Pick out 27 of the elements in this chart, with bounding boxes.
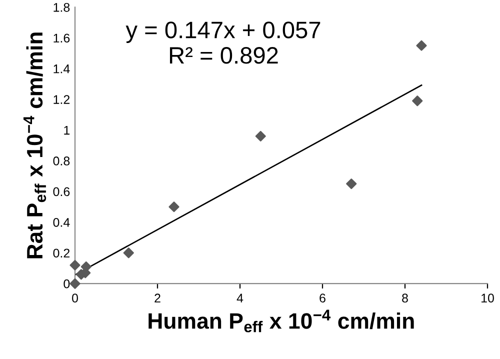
y-axis-title: Rat P$_{eff}$ x 10$^{−4}$ cm/min	[23, 32, 46, 258]
point	[416, 40, 427, 51]
y-tick-label: 1.8	[54, 2, 70, 12]
point	[412, 96, 423, 106]
x-axis-title: Human P$_{eff}$ x 10$^{−4}$ cm/min	[148, 310, 414, 332]
y-tick-label: 0.2	[53, 248, 70, 258]
point	[70, 278, 80, 289]
point	[168, 202, 180, 212]
point	[346, 178, 357, 190]
x-tick-label: 8	[402, 294, 408, 303]
point	[70, 260, 80, 270]
x-tick-label: 10	[482, 294, 494, 303]
point	[123, 248, 134, 258]
x-tick-label: 2	[154, 294, 160, 302]
y-tick-label: 1	[64, 126, 70, 135]
x-tick-label: 4	[236, 294, 244, 302]
y-tick-label: 0.4	[53, 218, 70, 227]
annotation: y = 0.147x + 0.057 R² = 0.892	[126, 22, 320, 64]
y-tick-label: 1.6	[54, 34, 70, 43]
x-tick-label: 6	[320, 294, 326, 303]
x-tick-label: 0	[72, 294, 78, 303]
y-tick-label: 0.8	[53, 156, 70, 166]
y-tick-label: 1.4	[54, 64, 70, 74]
point	[255, 130, 266, 142]
y-tick-label: 1.2	[54, 95, 70, 104]
y-tick-label: 0.6	[53, 187, 70, 196]
y-tick-label: 0	[64, 279, 70, 288]
